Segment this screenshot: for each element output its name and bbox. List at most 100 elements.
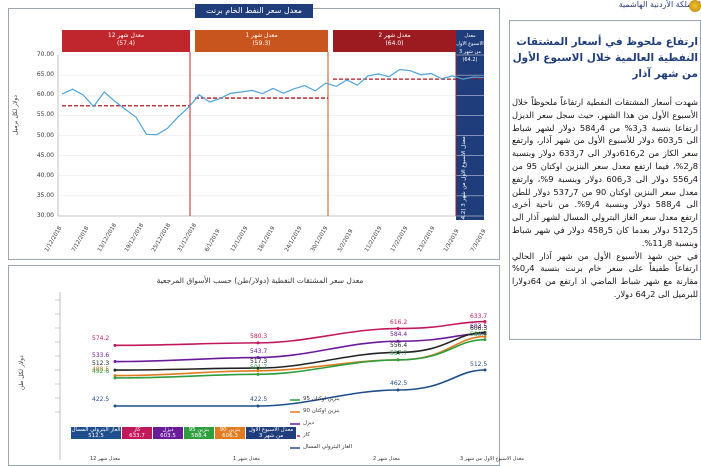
products-point (113, 404, 117, 408)
products-point (256, 404, 260, 408)
article-paragraph-2: في حين شهد الأسبوع الأول من شهر آذار الح… (512, 250, 698, 299)
brent-segment-1: معدل شهر 12 (57.4) (62, 30, 190, 52)
products-x-tick: معدل شهر 1 (233, 456, 260, 462)
emblem-icon (689, 0, 701, 12)
products-x-tick: معدل شهر 12 (90, 456, 121, 462)
products-point (256, 356, 260, 360)
products-series-line (114, 338, 486, 379)
article-body: شهدت أسعار المشتقات النفطية ارتفاعاً ملح… (512, 96, 698, 301)
products-value-label: 517.3 (250, 358, 268, 366)
products-point (113, 376, 117, 380)
products-point (256, 366, 260, 370)
products-point (256, 372, 260, 376)
products-point (113, 368, 117, 372)
products-x-tick: معدل الاسبوع الاول من شهر 3 (460, 456, 525, 462)
products-point (396, 358, 400, 362)
products-x-tick: معدل شهر 2 (373, 456, 400, 462)
products-series-line (114, 320, 486, 347)
products-point (483, 330, 487, 334)
legend-label: ديزل (303, 420, 315, 426)
article-paragraph-1: شهدت أسعار المشتقات النفطية ارتفاعاً ملح… (512, 97, 699, 248)
brent-series-line (61, 68, 485, 136)
products-series-line (115, 369, 486, 407)
products-value-label: 574.2 (92, 335, 110, 343)
products-point (483, 335, 487, 339)
products-value-label: 616.2 (390, 318, 408, 326)
table-header: معدل الاسبوع الاول من شهر 3 (248, 427, 294, 439)
table-header: بنزين 90 (219, 427, 241, 433)
brent-y-tick: 40.00 (36, 171, 54, 179)
brent-y-tick: 65.00 (36, 71, 54, 79)
table-value: 606.3 (222, 433, 238, 439)
table-value: 633.7 (129, 433, 145, 439)
products-point (483, 320, 487, 324)
brent-y-tick: 45.00 (36, 151, 54, 159)
table-cell: الغاز البترولي المسال 512.5 (70, 426, 122, 440)
brent-y-tick: 55.00 (36, 111, 54, 119)
products-point (396, 388, 400, 392)
products-point (256, 369, 260, 373)
products-value-label: 512.3 (92, 360, 110, 368)
products-point (396, 327, 400, 331)
products-value-label: 633.7 (470, 312, 488, 320)
products-value-label: 603.5 (470, 322, 488, 330)
products-value-label: 543.7 (250, 347, 268, 355)
products-point (113, 374, 117, 378)
products-series-line (114, 331, 486, 371)
legend-label: الغاز البترولي المسال (303, 444, 353, 450)
products-point (113, 343, 117, 347)
products-value-label: 556.4 (390, 342, 408, 350)
table-header: كاز (133, 427, 141, 433)
products-point (483, 368, 487, 372)
products-point (483, 338, 487, 342)
products-value-label: 537.7 (390, 349, 408, 357)
segment-value: (64.2) (462, 57, 478, 63)
table-cell: بنزين 90 606.3 (214, 426, 246, 440)
products-series-line (114, 332, 486, 363)
legend-label: كاز (303, 432, 310, 438)
table-cell: ديزل 603.5 (152, 426, 184, 440)
brent-y-tick: 35.00 (36, 191, 54, 199)
segment-value: (59.3) (252, 40, 271, 47)
table-value: 512.5 (88, 433, 104, 439)
brent-y-tick: 60.00 (36, 91, 54, 99)
products-point (113, 360, 117, 364)
products-value-label: 584.4 (390, 331, 408, 339)
brent-chart-title: معدل سعر النفط الخام برنت (195, 4, 313, 18)
logo-text: المملكة الأردنية الهاشمية (618, 0, 701, 9)
products-value-label: 512.5 (470, 361, 488, 368)
segment-value: (64.0) (385, 40, 404, 47)
segment-label: معدل شهر 1 (245, 32, 278, 39)
table-header: ديزل (162, 427, 174, 433)
products-series-line (114, 335, 486, 377)
products-value-label: 462.5 (390, 380, 408, 387)
products-chart-title: معدل سعر المشتقات النفطية (دولار/طن) حسب… (156, 276, 364, 285)
article-headline: ارتفاع ملحوظ في أسعار المشتقات النفطية ا… (512, 36, 698, 80)
segment-label: معدل الاسبوع الاول من شهر 3 (456, 33, 484, 55)
table-header: بنزين 95 (188, 427, 210, 433)
products-table: الغاز البترولي المسال 512.5 كاز 633.7 ديزل 60… (70, 426, 297, 440)
table-cell: معدل الاسبوع الاول من شهر 3 (245, 426, 297, 440)
products-value-label: 501.7 (250, 364, 268, 372)
products-point (396, 339, 400, 343)
products-point (256, 341, 260, 345)
products-value-label: 580.3 (250, 332, 268, 340)
products-value-label: 422.5 (92, 396, 110, 403)
brent-segment-4: معدل الاسبوع الاول من شهر 3 (64.2) (456, 30, 484, 220)
legend-label: بنزين اوكتان 90 (303, 408, 340, 414)
products-value-label: 492.6 (92, 367, 110, 375)
segment-value: (57.4) (116, 40, 136, 47)
table-cell: كاز 633.7 (121, 426, 153, 440)
table-value: 603.5 (160, 433, 176, 439)
products-point (396, 350, 400, 354)
segment-label: معدل شهر 12 (107, 32, 145, 39)
table-cell: بنزين 95 588.4 (183, 426, 215, 440)
products-value-label: 422.5 (250, 396, 268, 403)
table-header: الغاز البترولي المسال (71, 427, 121, 433)
legend-label: بنزين اوكتان 95 (303, 396, 340, 402)
products-value-label: 533.6 (92, 351, 110, 359)
products-value-label: 588.4 (470, 330, 488, 338)
products-value-label: 606.3 (470, 324, 488, 332)
